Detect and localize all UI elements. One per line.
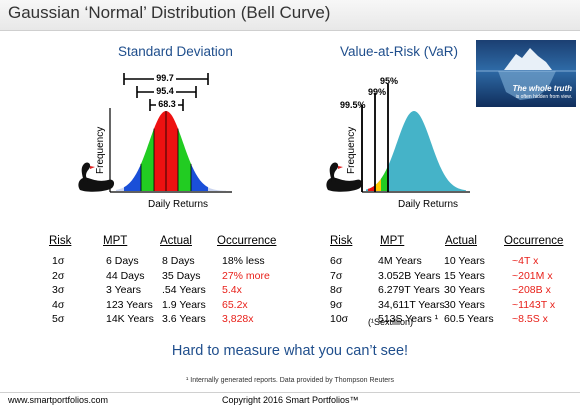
right-table-mpt-cell: 34,611T Years bbox=[378, 298, 445, 311]
right-table-mpt-cell: 4M Years bbox=[378, 255, 422, 267]
right-table-actual-cell: 60.5 Years bbox=[444, 313, 494, 325]
right-table-header-risk: Risk bbox=[330, 235, 353, 247]
var-95-label: 95% bbox=[380, 76, 399, 86]
band-68-3-label: 68.3 bbox=[156, 99, 178, 109]
right-table-header-mpt: MPT bbox=[380, 235, 405, 247]
band-95-4-label: 95.4 bbox=[154, 86, 176, 96]
right-table-actual-cell: 30 Years bbox=[444, 284, 485, 296]
right-table-actual-cell: 10 Years bbox=[444, 255, 485, 267]
header-bar bbox=[0, 0, 580, 31]
right-chart-title: Value-at-Risk (VaR) bbox=[340, 44, 459, 59]
right-band-2sigma bbox=[178, 128, 191, 191]
left-table-mpt-cell: 44 Days bbox=[106, 269, 145, 282]
right-table-header-occurrence: Occurrence bbox=[504, 235, 564, 247]
right-xlabel: Daily Returns bbox=[398, 199, 459, 210]
copyright: Copyright 2016 Smart Portfolios™ bbox=[222, 395, 359, 405]
left-table-mpt-cell: 6 Days bbox=[106, 255, 139, 267]
left-xlabel: Daily Returns bbox=[148, 199, 209, 210]
left-band-2sigma bbox=[141, 128, 154, 191]
left-band-3sigma bbox=[124, 163, 141, 191]
right-table-mpt-cell: 6.279T Years bbox=[378, 284, 440, 296]
right-table-risk-cell: 6σ bbox=[330, 255, 343, 267]
var-tail-yellow bbox=[375, 178, 381, 191]
left-table-occurrence-cell: 5.4x bbox=[222, 284, 242, 296]
left-table-risk-cell: 1σ bbox=[52, 255, 65, 267]
left-table-mpt-cell: 123 Years bbox=[106, 298, 153, 311]
left-table-header-mpt: MPT bbox=[103, 235, 128, 247]
left-table-actual-cell: .54 Years bbox=[162, 284, 206, 296]
sextillion-note: (¹Sextillion) bbox=[368, 317, 414, 327]
tagline: Hard to measure what you can’t see! bbox=[171, 343, 409, 359]
left-table-actual-cell: 1.9 Years bbox=[162, 298, 206, 311]
right-table-header-actual: Actual bbox=[445, 235, 477, 247]
right-table-risk-cell: 10σ bbox=[330, 313, 349, 325]
footnote: ¹ Internally generated reports. Data pro… bbox=[185, 377, 395, 384]
footer-bar bbox=[0, 392, 580, 409]
right-table-risk-cell: 7σ bbox=[330, 269, 343, 282]
left-table-header-actual: Actual bbox=[160, 235, 192, 247]
right-table-actual-cell: 30 Years bbox=[444, 298, 485, 311]
website-link[interactable]: www.smartportfolios.com bbox=[8, 395, 109, 405]
iceberg-image: The whole truth is often hidden from vie… bbox=[476, 40, 576, 107]
left-table-header-occurrence: Occurrence bbox=[217, 235, 277, 247]
left-table-occurrence-cell: 65.2x bbox=[222, 298, 248, 311]
right-table-mpt-cell: 513S Years ¹ bbox=[378, 313, 439, 325]
var-body bbox=[366, 111, 466, 191]
var-tail-green bbox=[381, 166, 388, 191]
left-table-occurrence-cell: 18% less bbox=[222, 255, 265, 267]
right-table-occurrence-cell: ~4T x bbox=[512, 255, 539, 267]
var-tail-red bbox=[368, 185, 375, 191]
page-title: Gaussian ‘Normal’ Distribution (Bell Cur… bbox=[8, 3, 331, 22]
var-99-label: 99% bbox=[368, 87, 387, 97]
left-table-actual-cell: 3.6 Years bbox=[162, 313, 206, 325]
right-table-occurrence-cell: ~8.5S x bbox=[512, 313, 548, 325]
left-table-risk-cell: 4σ bbox=[52, 298, 65, 311]
right-table-actual-cell: 15 Years bbox=[444, 269, 485, 282]
right-table-occurrence-cell: ~208B x bbox=[512, 284, 551, 296]
black-swan-icon-right bbox=[326, 162, 363, 192]
left-table-occurrence-cell: 3,828x bbox=[222, 313, 254, 325]
iceberg-caption-1: The whole truth bbox=[512, 84, 572, 93]
left-chart-title: Standard Deviation bbox=[118, 44, 233, 59]
left-table-header-risk: Risk bbox=[49, 235, 72, 247]
band-99-7-label: 99.7 bbox=[154, 73, 176, 83]
iceberg-caption-2: is often hidden from view. bbox=[515, 94, 572, 100]
left-bell-curve bbox=[109, 73, 232, 193]
right-bell-curve bbox=[361, 84, 470, 193]
black-swan-icon bbox=[78, 162, 115, 192]
left-table-risk-cell: 2σ bbox=[52, 269, 65, 282]
var-99-5-label: 99.5% bbox=[340, 100, 366, 110]
right-table-risk-cell: 8σ bbox=[330, 284, 343, 296]
right-table-occurrence-cell: ~1143T x bbox=[512, 298, 556, 311]
left-table-occurrence-cell: 27% more bbox=[222, 269, 270, 282]
left-table-risk-cell: 5σ bbox=[52, 313, 65, 325]
right-band-3sigma bbox=[191, 163, 208, 191]
right-table-occurrence-cell: ~201M x bbox=[512, 269, 553, 282]
left-table-risk-cell: 3σ bbox=[52, 284, 65, 296]
left-table-mpt-cell: 3 Years bbox=[106, 284, 142, 296]
left-table-mpt-cell: 14K Years bbox=[106, 313, 154, 325]
left-table-actual-cell: 35 Days bbox=[162, 269, 201, 282]
left-table-actual-cell: 8 Days bbox=[162, 255, 195, 267]
right-table-risk-cell: 9σ bbox=[330, 298, 343, 311]
right-table-mpt-cell: 3.052B Years bbox=[378, 269, 441, 282]
